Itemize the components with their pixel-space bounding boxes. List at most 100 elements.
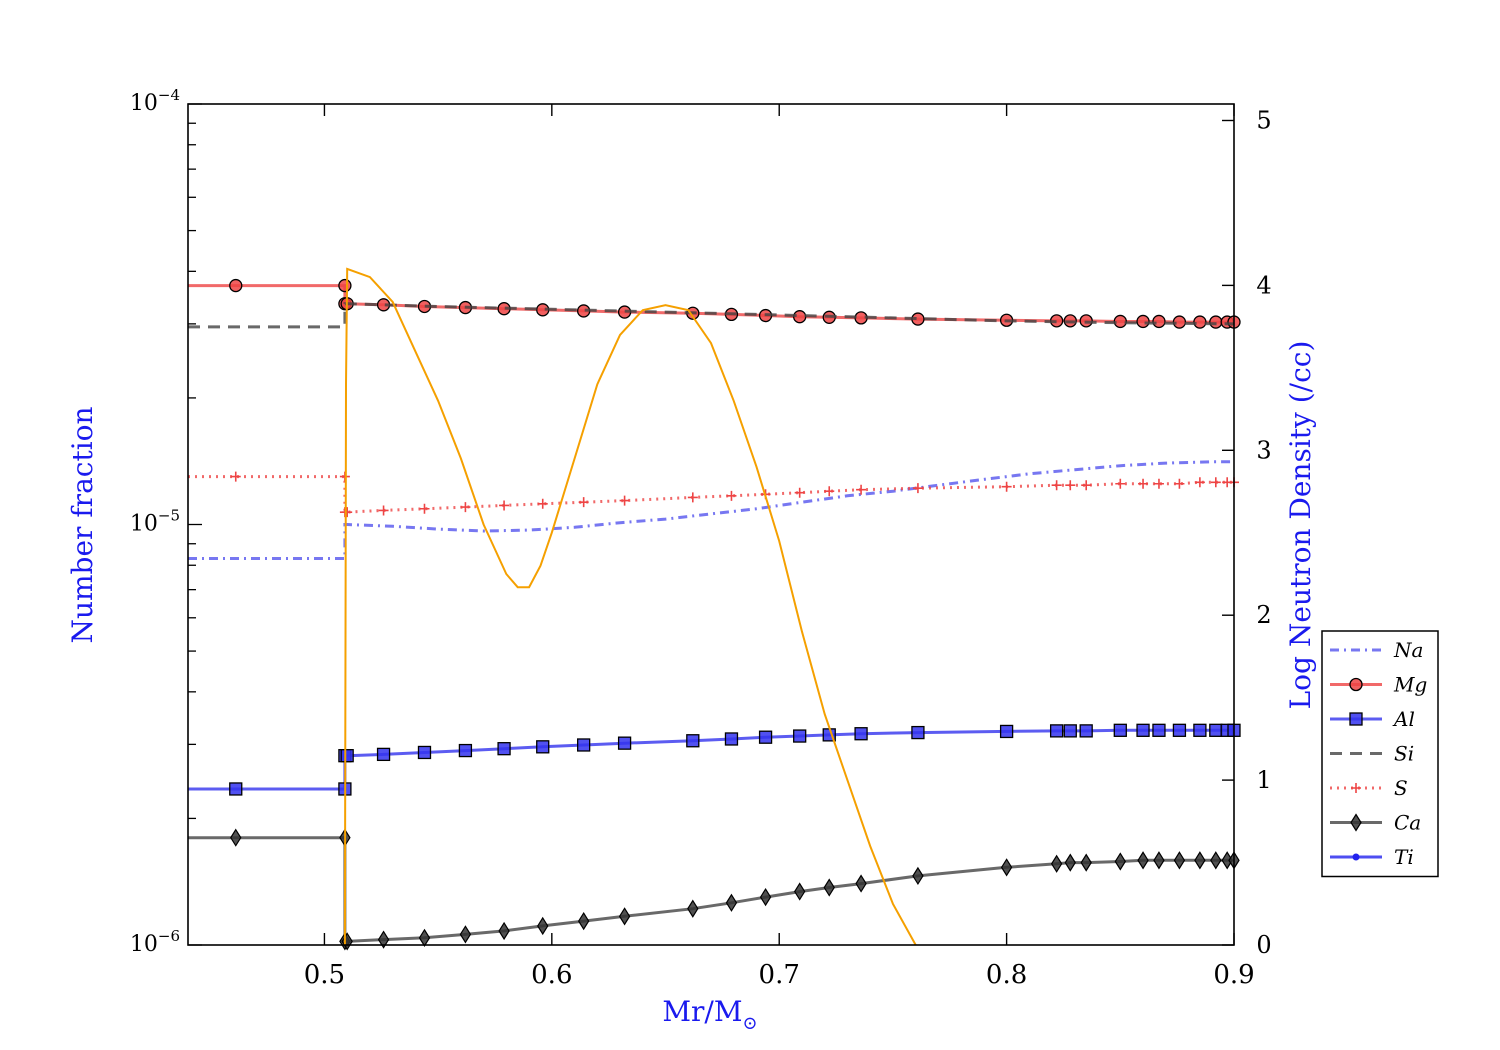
legend-item-ti: Ti	[1330, 845, 1414, 869]
data-point-al	[1193, 723, 1207, 737]
data-point-al	[536, 740, 550, 754]
legend-item-ca: Ca	[1330, 811, 1421, 835]
y-right-tick-label: 1	[1256, 766, 1271, 794]
series-line-si	[188, 302, 1235, 329]
data-point-s	[1138, 478, 1149, 489]
data-point-ca	[793, 882, 806, 901]
y-right-tick-label: 5	[1256, 106, 1271, 134]
x-axis-label-sun-symbol: ⊙	[743, 1013, 758, 1034]
data-point-ca	[230, 828, 242, 847]
data-point-al	[911, 725, 925, 740]
series-s	[188, 471, 1239, 518]
data-point-s	[619, 495, 630, 506]
x-tick-label: 0.7	[759, 960, 800, 990]
legend-label-al: Al	[1392, 707, 1415, 731]
data-point-ca	[855, 874, 867, 893]
data-point-al	[854, 727, 868, 741]
data-point-s	[537, 498, 548, 509]
data-point-s	[419, 503, 430, 514]
data-point-al	[340, 749, 354, 763]
data-point-al	[1172, 723, 1187, 737]
data-point-ca	[377, 930, 390, 949]
data-point-al	[1136, 723, 1150, 737]
legend-label-si: Si	[1394, 742, 1414, 766]
series-si	[188, 302, 1235, 329]
data-point-s	[1174, 478, 1185, 489]
data-point-al	[724, 732, 739, 746]
data-point-s	[499, 500, 510, 511]
data-point-al	[229, 782, 243, 796]
data-point-s	[856, 484, 867, 495]
legend-item-al: Al	[1330, 707, 1415, 731]
legend-label-ca: Ca	[1394, 811, 1421, 835]
y-right-tick-label: 2	[1256, 601, 1271, 629]
y-axis-label-left: Number fraction	[66, 406, 99, 643]
data-point-s	[578, 497, 589, 508]
series-line-log-neutron-density	[343, 267, 917, 946]
data-point-s	[1001, 481, 1012, 492]
data-point-ca	[1137, 851, 1149, 870]
series-log-neutron-density	[343, 267, 917, 946]
data-point-ca	[823, 878, 835, 897]
legend-marker-al	[1349, 712, 1363, 726]
data-point-ca	[1114, 852, 1127, 871]
data-point-s	[1051, 480, 1062, 491]
legend-item-mg: Mg	[1330, 673, 1427, 697]
data-point-al	[577, 738, 591, 752]
x-tick-label: 0.8	[986, 960, 1027, 990]
data-point-al	[417, 745, 432, 760]
legend-label-mg: Mg	[1393, 673, 1427, 697]
data-point-mg	[338, 278, 352, 293]
data-point-mg	[1136, 314, 1150, 329]
data-point-s	[342, 507, 353, 518]
data-point-ca	[498, 921, 510, 941]
data-point-ca	[618, 907, 631, 926]
data-point-s	[824, 486, 835, 497]
y-left-tick-label: 10−5	[130, 507, 180, 537]
legend-item-na: Na	[1330, 638, 1423, 662]
data-point-s	[1210, 477, 1221, 488]
data-point-s	[460, 502, 471, 513]
data-point-s	[230, 471, 241, 482]
data-point-al	[686, 734, 700, 748]
data-point-mg	[1152, 314, 1166, 329]
legend-marker-s	[1351, 783, 1361, 793]
data-point-al	[1113, 723, 1127, 737]
data-point-s	[687, 492, 698, 503]
x-axis-label: Mr/M⊙	[662, 995, 757, 1034]
data-point-al	[497, 742, 511, 756]
data-point-ca	[725, 893, 738, 912]
x-tick-label: 0.5	[304, 960, 345, 990]
legend-label-na: Na	[1393, 638, 1423, 662]
data-point-ca	[1050, 854, 1063, 873]
y-right-tick-label: 0	[1256, 931, 1271, 959]
data-point-ca	[1080, 853, 1092, 872]
legend-item-s: S	[1330, 776, 1408, 800]
data-point-ca	[1000, 858, 1013, 877]
legend-marker-ca	[1350, 813, 1362, 832]
legend: Na Mg Al Si S Ca Ti	[1321, 630, 1439, 878]
legend-label-ti: Ti	[1394, 845, 1414, 869]
data-point-al	[1209, 723, 1223, 737]
data-point-ca	[1064, 853, 1076, 872]
data-point-s	[794, 487, 805, 498]
data-point-s	[1081, 480, 1092, 491]
data-point-ca	[1173, 851, 1186, 870]
legend-label-s: S	[1394, 776, 1408, 800]
data-point-al	[1152, 723, 1166, 737]
data-point-al	[1063, 724, 1077, 738]
legend-marker-ti	[1352, 853, 1360, 861]
data-point-s	[1065, 480, 1076, 491]
data-point-al	[999, 724, 1014, 739]
data-point-s	[378, 505, 389, 516]
data-point-al	[758, 730, 773, 744]
data-point-ca	[912, 866, 924, 886]
data-point-al	[458, 743, 473, 758]
data-point-s	[1153, 478, 1164, 489]
data-point-ca	[759, 887, 772, 907]
data-point-mg	[229, 278, 243, 293]
x-tick-label: 0.6	[531, 960, 572, 990]
series-na	[188, 460, 1234, 560]
data-point-ca	[537, 916, 549, 936]
legend-item-si: Si	[1330, 742, 1414, 766]
